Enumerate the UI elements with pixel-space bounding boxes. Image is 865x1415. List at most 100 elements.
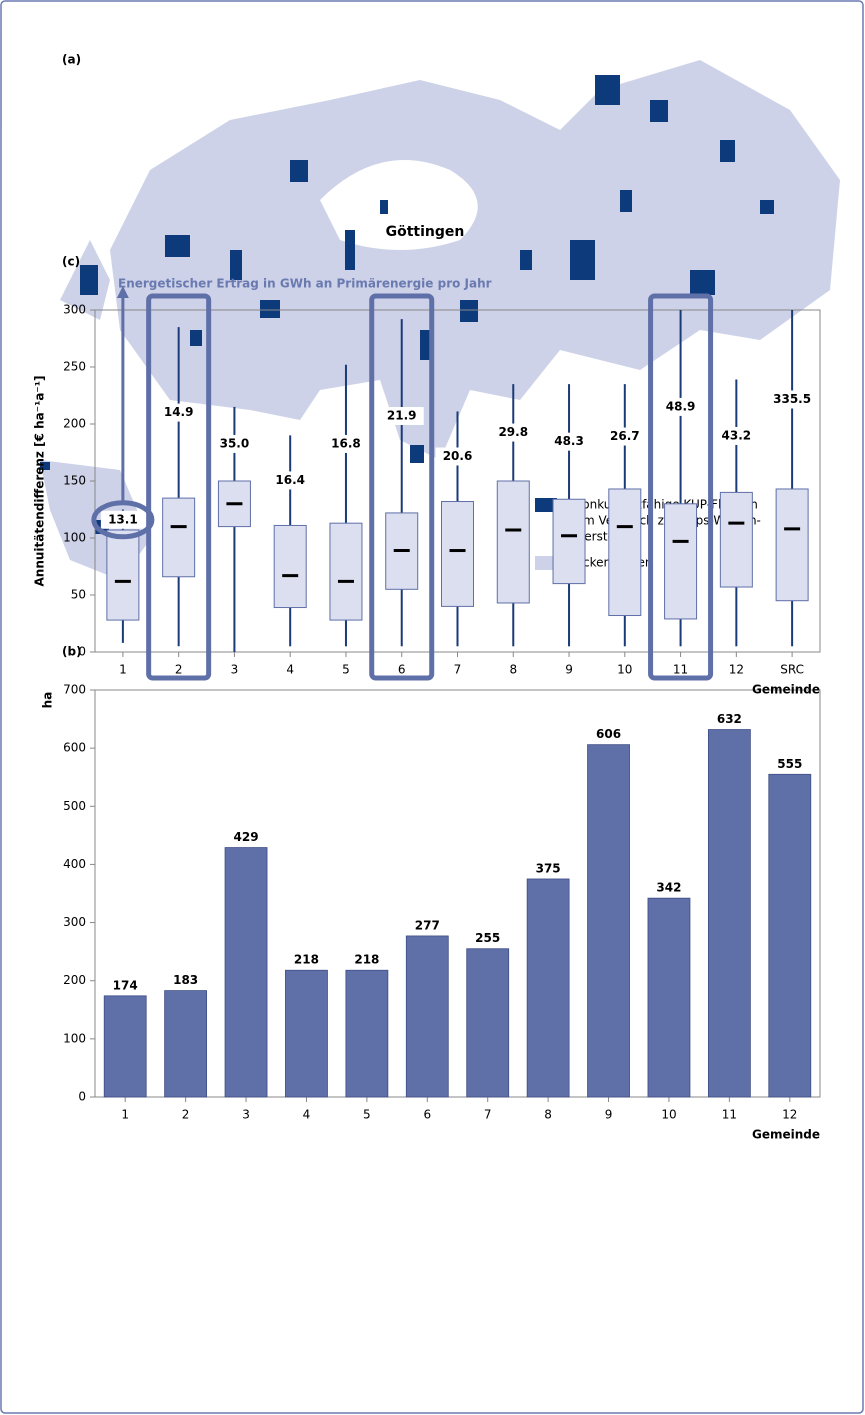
y-tick-label: 200 xyxy=(63,417,86,431)
y-tick-label: 0 xyxy=(78,645,86,659)
value-label: 429 xyxy=(234,830,259,844)
label-bg xyxy=(379,407,424,426)
value-label: 277 xyxy=(415,918,440,932)
bar xyxy=(768,773,812,1098)
bar xyxy=(164,990,208,1098)
y-tick-label: 300 xyxy=(63,915,86,929)
label-bg xyxy=(435,447,480,466)
bar xyxy=(526,878,570,1098)
bar xyxy=(647,897,691,1098)
value-label: 48.3 xyxy=(554,434,584,448)
x-tick-label: 4 xyxy=(303,1108,311,1122)
x-tick-label: 9 xyxy=(565,663,573,677)
x-tick-label: 2 xyxy=(182,1108,190,1122)
y-tick-label: 250 xyxy=(63,360,86,374)
x-tick-label: 5 xyxy=(363,1108,371,1122)
bar xyxy=(707,729,751,1098)
bar xyxy=(224,847,268,1098)
value-label: 14.9 xyxy=(164,405,194,419)
bar xyxy=(466,948,510,1098)
label-bg xyxy=(547,432,592,451)
box xyxy=(273,524,307,609)
map xyxy=(40,60,840,580)
value-label: 20.6 xyxy=(443,449,473,463)
value-label: 29.8 xyxy=(498,425,528,439)
x-tick-label: 11 xyxy=(722,1108,737,1122)
value-label: 13.1 xyxy=(108,512,138,526)
value-label: 35.0 xyxy=(220,436,250,450)
label-bg xyxy=(770,390,815,409)
x-tick-label: 3 xyxy=(231,663,239,677)
box xyxy=(608,488,642,617)
value-label: 174 xyxy=(113,978,138,992)
highlight-circle xyxy=(91,500,155,540)
highlight xyxy=(369,293,435,681)
x-tick-label: 1 xyxy=(119,663,127,677)
value-label: 555 xyxy=(777,757,802,771)
y-axis-label: ha xyxy=(41,692,55,709)
box xyxy=(552,498,586,585)
x-tick-label: 7 xyxy=(484,1108,492,1122)
x-tick-label: SRC xyxy=(780,663,804,677)
x-tick-label: 6 xyxy=(398,663,406,677)
x-tick-label: 9 xyxy=(605,1108,613,1122)
label-bg xyxy=(268,471,313,490)
x-axis-label: Gemeinde xyxy=(752,683,820,697)
y-axis-label: Annuitätendifferenz [€ ha⁻¹a⁻¹] xyxy=(33,375,47,586)
box xyxy=(664,503,698,620)
y-tick-label: 0 xyxy=(78,1090,86,1104)
label-bg xyxy=(323,434,368,453)
label-bg xyxy=(491,423,536,442)
box xyxy=(329,522,363,621)
box xyxy=(106,529,140,621)
box xyxy=(775,488,809,602)
highlight xyxy=(146,293,212,681)
y-tick-label: 600 xyxy=(63,741,86,755)
x-tick-label: 6 xyxy=(423,1108,431,1122)
x-tick-label: 10 xyxy=(661,1108,676,1122)
value-label: 218 xyxy=(294,953,319,967)
legend-swatch xyxy=(535,498,557,512)
annotation: Energetischer Ertrag in GWh an Primärene… xyxy=(118,277,492,291)
plot-frame xyxy=(94,689,821,1098)
y-tick-label: 700 xyxy=(63,683,86,697)
arrow-head xyxy=(116,286,129,298)
x-tick-label: 8 xyxy=(509,663,517,677)
y-tick-label: 150 xyxy=(63,474,86,488)
highlight xyxy=(648,293,714,681)
label-bg xyxy=(156,403,201,422)
y-tick-label: 100 xyxy=(63,1031,86,1045)
label-bg xyxy=(602,427,647,446)
x-tick-label: 1 xyxy=(121,1108,129,1122)
x-axis-label: Gemeinde xyxy=(752,1128,820,1142)
bar xyxy=(587,744,630,1098)
value-label: 48.9 xyxy=(666,399,696,413)
x-tick-label: 12 xyxy=(782,1108,797,1122)
legend-swatch xyxy=(535,556,557,570)
value-label: 21.9 xyxy=(387,409,417,423)
box xyxy=(162,497,196,578)
y-tick-label: 100 xyxy=(63,531,86,545)
value-label: 255 xyxy=(475,931,500,945)
value-label: 342 xyxy=(656,881,681,895)
bar xyxy=(103,995,147,1098)
city-label: Göttingen xyxy=(386,224,465,240)
x-tick-label: 7 xyxy=(454,663,462,677)
x-tick-label: 10 xyxy=(617,663,632,677)
value-label: 632 xyxy=(717,712,742,726)
box xyxy=(217,480,251,528)
y-tick-label: 200 xyxy=(63,973,86,987)
y-tick-label: 50 xyxy=(71,588,86,602)
x-tick-label: 2 xyxy=(175,663,183,677)
x-tick-label: 11 xyxy=(673,663,688,677)
x-tick-label: 12 xyxy=(729,663,744,677)
label-bg xyxy=(658,397,703,416)
value-label: 16.8 xyxy=(331,436,361,450)
x-tick-label: 4 xyxy=(286,663,294,677)
y-tick-label: 400 xyxy=(63,857,86,871)
label-bg xyxy=(714,426,759,445)
box xyxy=(719,491,753,588)
y-tick-label: 500 xyxy=(63,799,86,813)
x-tick-label: 3 xyxy=(242,1108,250,1122)
